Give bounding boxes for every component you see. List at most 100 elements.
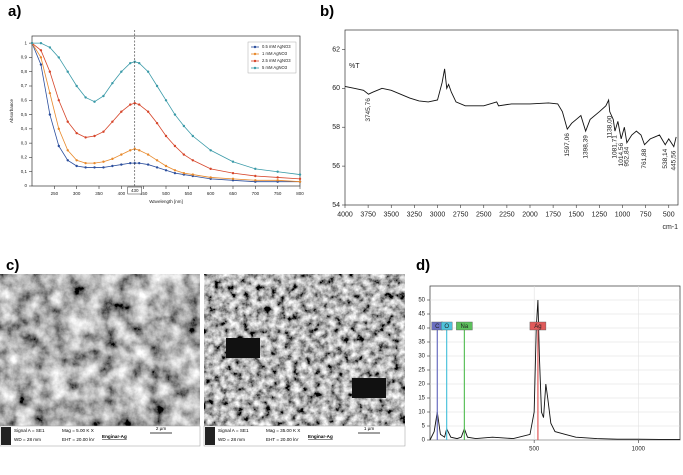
- x-tick-label: 350: [95, 191, 103, 196]
- y-tick-label: 40: [418, 326, 425, 332]
- element-label: Ag: [534, 324, 541, 330]
- x-tick-label: 1000: [632, 446, 646, 452]
- data-point: [111, 157, 114, 161]
- data-point: [209, 149, 212, 152]
- y-tick-label: 0: [422, 438, 426, 444]
- y-axis-label: %T: [349, 63, 360, 70]
- x-tick-label: 500: [162, 191, 170, 196]
- scale-label: 1 µm: [364, 426, 374, 431]
- reference-label: 430: [131, 188, 139, 193]
- panel-label: b): [320, 3, 334, 20]
- logo: [205, 427, 215, 445]
- data-point: [146, 163, 150, 166]
- data-point: [138, 149, 141, 152]
- legend-marker: [253, 52, 257, 56]
- data-point: [39, 49, 43, 52]
- data-point: [298, 180, 302, 183]
- data-point: [39, 56, 43, 59]
- legend-marker: [253, 59, 257, 63]
- data-point: [133, 147, 136, 151]
- y-tick-label: 54: [332, 202, 340, 209]
- data-point: [48, 91, 52, 95]
- data-point: [133, 101, 136, 105]
- data-point: [276, 170, 279, 173]
- y-tick-label: 56: [332, 163, 340, 170]
- x-axis-label: Wavelength [nm]: [149, 199, 183, 204]
- data-point: [111, 120, 114, 123]
- data-point: [57, 56, 60, 59]
- y-tick-label: 0,9: [21, 55, 28, 60]
- x-tick-label: 750: [274, 191, 282, 196]
- data-point: [173, 113, 177, 116]
- data-point: [191, 173, 194, 176]
- data-point: [75, 84, 78, 88]
- data-point: [138, 161, 141, 165]
- sem-image-left: Signal A = SE1 WD = 28 mm Mag = 5.00 K X…: [0, 274, 201, 447]
- x-tick-label: 650: [229, 191, 237, 196]
- chart-panel: d) 0 5 10 15 20 25 30 35 40 45 50 500 1000 C O Na Ag: [416, 257, 681, 452]
- x-tick-label: 1500: [568, 211, 584, 218]
- data-point: [173, 171, 177, 175]
- info-text: WD = 28 mm: [218, 437, 245, 442]
- element-label: Na: [461, 324, 469, 330]
- x-tick-label: 1000: [615, 211, 631, 218]
- data-point: [129, 161, 132, 165]
- peak-annotation: 1081,71: [612, 135, 619, 159]
- legend-label: 1 mM AgNO3: [262, 51, 288, 56]
- info-text: EHT = 20.00 kV: [62, 437, 95, 442]
- y-tick-label: 50: [418, 298, 425, 304]
- data-point: [182, 153, 186, 156]
- legend-label: 2.5 mM AgNO3: [262, 58, 291, 63]
- data-line: [344, 68, 677, 148]
- x-tick-label: 1750: [545, 211, 561, 218]
- peak-annotation: 1014,56: [618, 143, 625, 167]
- data-point: [57, 127, 60, 131]
- x-tick-label: 4000: [337, 211, 353, 218]
- data-point: [66, 159, 69, 162]
- x-tick-label: 550: [185, 191, 193, 196]
- data-point: [120, 153, 123, 156]
- data-point: [66, 70, 69, 73]
- data-point: [66, 149, 69, 152]
- data-point: [57, 99, 60, 102]
- x-tick-label: 300: [73, 191, 81, 196]
- legend-marker: [253, 45, 257, 49]
- y-tick-label: 5: [422, 424, 426, 430]
- data-point: [120, 163, 123, 166]
- data-point: [276, 176, 279, 179]
- chart-panel: a) 0 0,1 0,2 0,3 0,4 0,5 0,6 0,7 0,8 0,9 1 250 300 350…: [8, 3, 304, 204]
- plot-frame: [429, 285, 681, 441]
- data-point: [231, 171, 235, 175]
- y-tick-label: 60: [332, 85, 340, 92]
- y-tick-label: 25: [418, 368, 425, 374]
- measure-box: [226, 338, 260, 358]
- data-point: [57, 144, 60, 148]
- element-label: C: [435, 324, 440, 330]
- data-point: [231, 160, 235, 163]
- data-point: [84, 166, 87, 169]
- data-point: [93, 166, 96, 169]
- data-point: [298, 173, 302, 176]
- x-tick-label: 1250: [592, 211, 608, 218]
- data-point: [75, 159, 78, 162]
- sample-name: Enginar-Ag: [308, 434, 333, 439]
- info-text: EHT = 20.00 kV: [266, 437, 299, 442]
- peak-annotation: 1597,06: [564, 133, 571, 157]
- y-tick-label: 30: [418, 354, 425, 360]
- y-tick-label: 0: [24, 183, 27, 188]
- x-tick-label: 250: [51, 191, 59, 196]
- y-tick-label: 58: [332, 124, 340, 131]
- data-point: [39, 41, 43, 45]
- y-tick-label: 0,2: [21, 155, 28, 160]
- data-point: [48, 46, 52, 49]
- data-point: [102, 130, 105, 133]
- element-tag: [529, 321, 547, 331]
- x-tick-label: 400: [118, 191, 126, 196]
- data-point: [129, 61, 132, 65]
- x-tick-label: 450: [140, 191, 148, 196]
- element-tag: [440, 321, 453, 331]
- x-tick-label: 3500: [383, 211, 399, 218]
- x-tick-label: 600: [207, 191, 215, 196]
- data-point: [138, 103, 141, 106]
- y-tick-label: 35: [418, 340, 425, 346]
